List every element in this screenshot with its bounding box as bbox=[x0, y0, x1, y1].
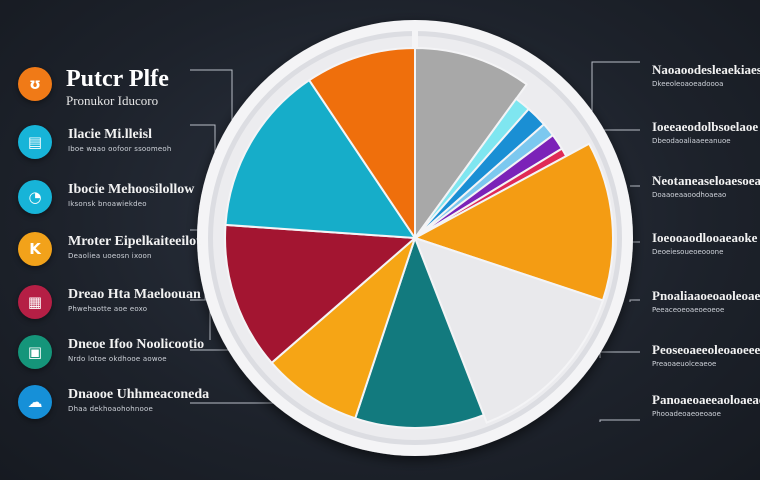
left-legend-subtext: Iboe waao oofoor ssoomeoh bbox=[68, 145, 172, 153]
right-legend-item: Peoseoaeeoleoaoeee Preaoaeuolceaeoe bbox=[652, 342, 760, 372]
flame-icon: ʊ bbox=[18, 67, 52, 101]
pie-slice bbox=[224, 78, 417, 240]
left-legend-subtext: Deaoliea uoeosn ixoon bbox=[68, 252, 152, 260]
left-legend-subtext: Phwehaotte aoe eoxo bbox=[68, 305, 148, 313]
right-legend-title: Naoaoodesleaekiaes bbox=[652, 62, 760, 77]
chat-icon: ◔ bbox=[18, 180, 52, 214]
document-icon: ▤ bbox=[18, 125, 52, 159]
right-legend-subtext: Dkeeoleoaoeadoooa bbox=[652, 80, 724, 88]
right-legend-title: Ioeooaodlooaeaoke bbox=[652, 230, 758, 245]
left-legend-item: ◔ Ibocie Mehoosilollow Iksonsk bnoawiekdeo bbox=[18, 180, 194, 220]
pie-slice bbox=[412, 142, 614, 302]
right-legend-item: Pnoaliaaoeoaoleoae Peeaceoeoaeoeoeoe bbox=[652, 288, 760, 318]
picture-icon: ▦ bbox=[18, 285, 52, 319]
pie-slice bbox=[307, 46, 416, 242]
pie-slice bbox=[413, 236, 605, 424]
connector-line bbox=[599, 351, 640, 358]
right-legend-subtext: Preaoaeuolceaeoe bbox=[652, 360, 717, 368]
right-legend-title: Ioeeaeodolbsoelaoe bbox=[652, 119, 759, 134]
left-legend-title: Ilacie Mi.lleisl bbox=[68, 127, 152, 142]
left-legend-title: Dneoe Ifoo Noolicootio bbox=[68, 337, 205, 352]
left-legend-title: Ibocie Mehoosilollow bbox=[68, 182, 195, 197]
left-legend-item: ▣ Dneoe Ifoo Noolicootio Nrdo lotoe okdhoo… bbox=[18, 335, 204, 375]
connector-line bbox=[190, 299, 211, 340]
connector-line bbox=[631, 241, 640, 244]
connector-line bbox=[190, 69, 233, 120]
left-legend-title: Dreao Hta Maeloouan bbox=[68, 287, 201, 302]
chart-subtitle: Pronukor Iducoro bbox=[66, 93, 159, 108]
left-legend-subtext: Iksonsk bnoawiekdeo bbox=[68, 200, 147, 208]
connector-line bbox=[190, 402, 281, 405]
monitor-icon: ▣ bbox=[18, 335, 52, 369]
connector-line bbox=[591, 61, 640, 130]
right-legend-title: Neotaneaseloaesoeas bbox=[652, 173, 760, 188]
right-legend-title: Panoaeoaeeaoloaeae bbox=[652, 392, 760, 407]
pie-slice bbox=[414, 46, 529, 242]
left-legend-subtext: Dhaa dekhoaohohnooe bbox=[68, 405, 153, 413]
right-legend-subtext: Peeaceoeoaeoeoeoe bbox=[652, 306, 725, 314]
right-legend-title: Peoseoaeeoleoaoeee bbox=[652, 342, 760, 357]
left-legend-item: K Mroter Eipelkaiteeilot Deaoliea uoeosn i… bbox=[18, 232, 201, 272]
right-legend-title: Pnoaliaaoeoaoleoae bbox=[652, 288, 760, 303]
pie-slice bbox=[270, 234, 418, 420]
right-legend-subtext: Phooadeoaeoeoaoe bbox=[652, 410, 721, 418]
left-legend-item: ▤ Ilacie Mi.lleisl Iboe waao oofoor ssoome… bbox=[18, 125, 188, 165]
letter-k-icon: K bbox=[18, 232, 52, 266]
connector-line bbox=[629, 299, 640, 302]
left-legend-title: Dnaooe Uhhmeaconeda bbox=[68, 387, 210, 402]
connector-line bbox=[599, 419, 640, 422]
right-legend-item: Naoaoodesleaekiaes Dkeeoleoaoeadoooa bbox=[652, 62, 760, 92]
right-legend-subtext: Deoeiesoueoeooone bbox=[652, 248, 724, 256]
pie-notch bbox=[412, 26, 418, 48]
left-legend-subtext: Nrdo lotoe okdhooe aowoe bbox=[68, 355, 167, 363]
pie-slice bbox=[224, 223, 418, 365]
right-legend-subtext: Dbeodaoaliaaeeanuoe bbox=[652, 137, 731, 145]
left-legend-item: ʊ bbox=[18, 67, 188, 107]
right-legend-item: Neotaneaseloaesoeas Doaaoeaaoodhoaeao bbox=[652, 173, 760, 203]
chart-title: Putcr Plfe bbox=[66, 66, 169, 92]
pie-slices bbox=[224, 26, 614, 429]
pie-slice bbox=[353, 235, 486, 429]
cloud-icon: ☁ bbox=[18, 385, 52, 419]
right-legend-item: Ioeeaeodolbsoelaoe Dbeodaoaliaaeeanuoe bbox=[652, 119, 760, 149]
left-legend-item: ▦ Dreao Hta Maeloouan Phwehaotte aoe eoxo bbox=[18, 285, 201, 325]
left-legend-item: ☁ Dnaooe Uhhmeaconeda Dhaa dekhoaohohnooe bbox=[18, 385, 209, 425]
right-legend-item: Panoaeoaeeaoloaeae Phooadeoaeoeoaoe bbox=[652, 392, 760, 422]
left-legend-title: Mroter Eipelkaiteeilot bbox=[68, 234, 201, 249]
right-legend-subtext: Doaaoeaaoodhoaeao bbox=[652, 191, 727, 199]
right-legend-item: Ioeooaodlooaeaoke Deoeiesoueoeooone bbox=[652, 230, 760, 260]
